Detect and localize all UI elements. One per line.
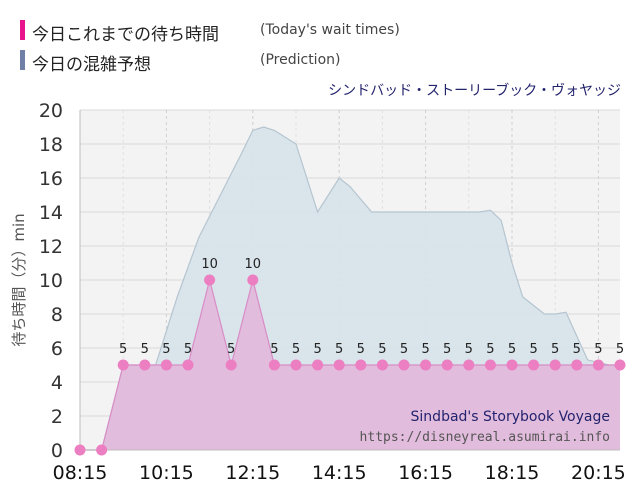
legend-label-prediction: 今日の混雑予想 [32,55,151,75]
y-tick-label: 4 [51,372,63,394]
legend-swatch-prediction [20,50,25,70]
data-point [160,359,172,371]
data-point [592,359,604,371]
data-label: 10 [201,257,218,272]
legend-item-actual: 今日これまでの待ち時間 (Today's wait times) [20,18,620,48]
data-point [117,359,129,371]
legend-note-actual: (Today's wait times) [260,22,400,38]
data-point [290,359,302,371]
data-point [441,359,453,371]
data-label: 5 [529,342,537,357]
data-label: 5 [594,342,602,357]
y-tick-label: 0 [51,440,63,462]
data-point [312,359,324,371]
y-tick-label: 20 [39,100,63,122]
data-point [204,274,216,286]
data-point [614,359,626,371]
data-point [528,359,540,371]
y-tick-label: 14 [39,202,63,224]
data-point [420,359,432,371]
data-point [74,444,86,456]
data-label: 5 [270,342,278,357]
x-tick-label: 12:15 [225,462,280,484]
data-point [247,274,259,286]
data-label: 5 [573,342,581,357]
legend-label-actual: 今日これまでの待ち時間 [32,25,219,45]
y-axis-title: 待ち時間（分）min [10,213,28,346]
y-tick-label: 18 [39,134,63,156]
data-point [333,359,345,371]
data-label: 5 [443,342,451,357]
data-label: 5 [465,342,473,357]
data-point [506,359,518,371]
watermark-url: https://disneyreal.asumirai.info [360,430,610,445]
data-point [398,359,410,371]
legend: 今日これまでの待ち時間 (Today's wait times) 今日の混雑予想… [20,18,620,78]
data-point [549,359,561,371]
x-tick-label: 20:15 [571,462,626,484]
data-label: 5 [335,342,343,357]
data-label: 5 [486,342,494,357]
data-point [268,359,280,371]
x-tick-label: 08:15 [53,462,108,484]
data-label: 5 [119,342,127,357]
data-label: 5 [421,342,429,357]
data-label: 5 [400,342,408,357]
data-label: 5 [162,342,170,357]
y-tick-label: 16 [39,168,63,190]
y-tick-label: 10 [39,270,63,292]
data-point [463,359,475,371]
legend-swatch-actual [20,20,25,40]
data-point [355,359,367,371]
data-label: 5 [141,342,149,357]
watermark-title: Sindbad's Storybook Voyage [411,409,610,425]
prediction-line [80,126,620,451]
data-label: 5 [227,342,235,357]
y-tick-label: 12 [39,236,63,258]
y-tick-label: 2 [51,406,63,428]
data-point [571,359,583,371]
x-tick-label: 16:15 [398,462,453,484]
data-label: 5 [313,342,321,357]
data-label: 5 [378,342,386,357]
data-point [182,359,194,371]
data-point [139,359,151,371]
data-label: 5 [292,342,300,357]
data-label: 5 [357,342,365,357]
x-tick-label: 10:15 [139,462,194,484]
data-point [96,444,108,456]
data-point [225,359,237,371]
y-tick-label: 6 [51,338,63,360]
data-label: 10 [245,257,262,272]
y-tick-label: 8 [51,304,63,326]
data-point [484,359,496,371]
x-tick-label: 18:15 [485,462,540,484]
data-label: 5 [551,342,559,357]
data-label: 5 [184,342,192,357]
legend-item-prediction: 今日の混雑予想 (Prediction) [20,48,620,78]
x-tick-label: 14:15 [312,462,367,484]
legend-note-prediction: (Prediction) [260,52,341,68]
data-label: 5 [616,342,624,357]
data-label: 5 [508,342,516,357]
data-point [376,359,388,371]
attraction-name: シンドバッド・ストーリーブック・ヴォヤッジ [328,83,621,99]
